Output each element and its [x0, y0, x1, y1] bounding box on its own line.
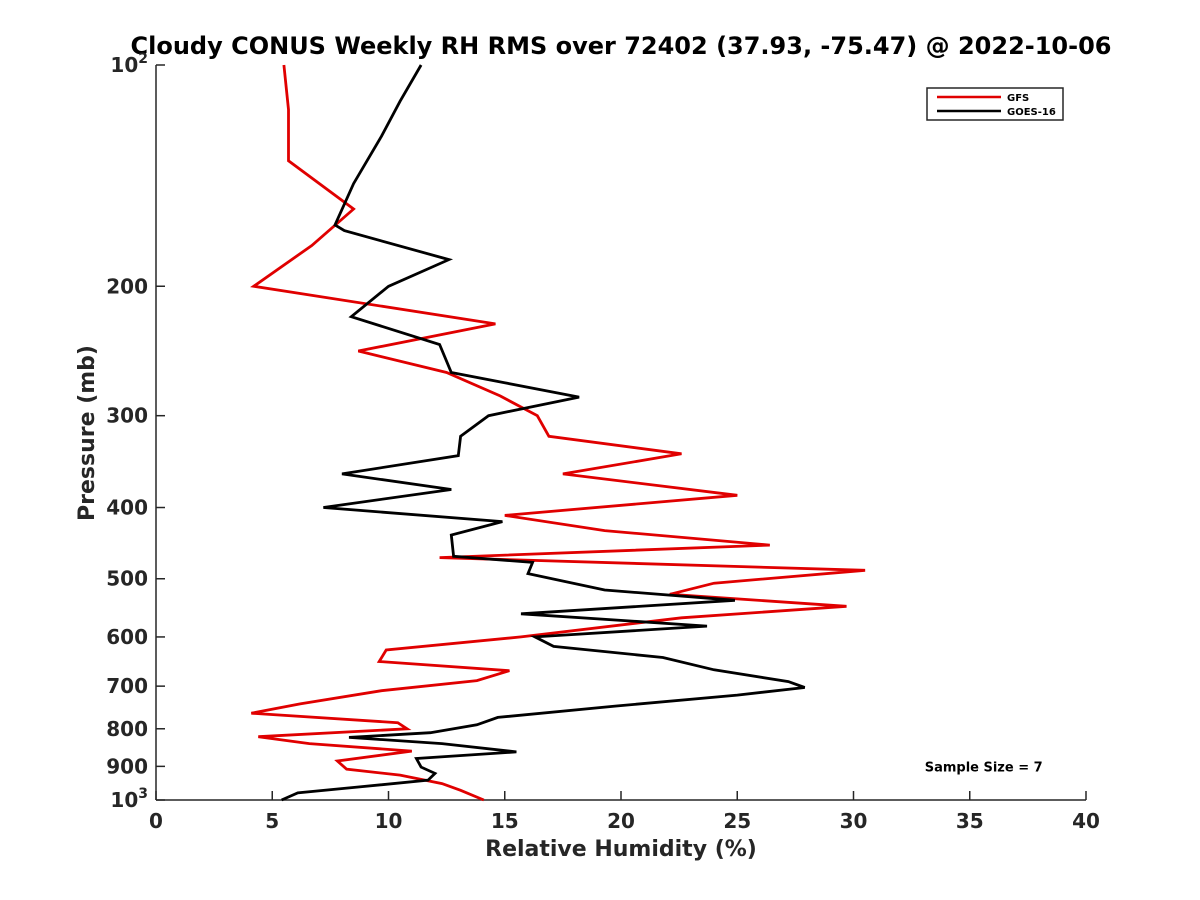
x-tick-label: 25: [723, 809, 751, 833]
sample-size-annotation: Sample Size = 7: [925, 760, 1043, 775]
axes: 0 5 10 15 20 25 30 35 40 102 200 300 400 500 600 700 800…: [106, 51, 1100, 833]
y-tick-label: 200: [106, 274, 148, 298]
y-tick-label: 600: [106, 625, 148, 649]
x-tick-label: 20: [607, 809, 635, 833]
x-tick-label: 40: [1072, 809, 1100, 833]
y-tick-label: 102: [110, 51, 148, 77]
y-tick-label: 500: [106, 567, 148, 591]
x-axis-label: Relative Humidity (%): [485, 837, 757, 862]
x-tick-label: 10: [375, 809, 403, 833]
y-tick-label: 700: [106, 674, 148, 698]
y-tick-label: 103: [110, 786, 148, 812]
x-tick-label: 0: [149, 809, 163, 833]
x-tick-label: 35: [956, 809, 984, 833]
y-tick-label: 800: [106, 717, 148, 741]
y-tick-label: 900: [106, 754, 148, 778]
legend-box: [926, 87, 1064, 121]
x-tick-label: 5: [265, 809, 279, 833]
series-line-goes-16: [281, 64, 806, 802]
x-tick-label: 30: [840, 809, 868, 833]
y-tick-label: 300: [106, 404, 148, 428]
legend: GFS GOES-16: [926, 87, 1064, 121]
legend-label: GOES-16: [1007, 107, 1056, 118]
x-tick-label: 15: [491, 809, 519, 833]
y-tick-label: 400: [106, 496, 148, 520]
series-layer: [250, 64, 866, 802]
chart-title: Cloudy CONUS Weekly RH RMS over 72402 (3…: [131, 32, 1112, 60]
y-axis-label: Pressure (mb): [75, 345, 100, 521]
legend-label: GFS: [1007, 93, 1029, 104]
annotations: Sample Size = 7: [925, 760, 1043, 775]
